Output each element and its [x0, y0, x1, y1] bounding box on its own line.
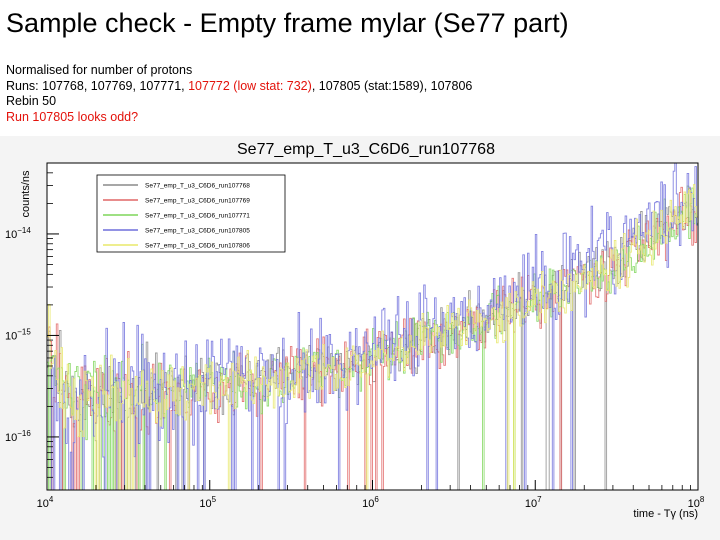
series-line-run107806 — [47, 184, 698, 491]
legend-entry-label: Se77_emp_T_u3_C6D6_run107769 — [145, 198, 250, 205]
legend-box — [96, 174, 286, 253]
runs-line: Runs: 107768, 107769, 107771, 107772 (lo… — [6, 79, 472, 95]
odd-run-note: Run 107805 looks odd? — [6, 109, 139, 124]
runs-suffix: , 107805 (stat:1589), 107806 — [311, 78, 473, 93]
x-axis-label: time - Tγ (ns) — [633, 508, 698, 520]
legend: Se77_emp_T_u3_C6D6_run107768 Se77_emp_T_u… — [96, 174, 286, 253]
plot-panel: Se77_emp_T_u3_C6D6_run107768 104 105 106 10… — [0, 136, 720, 540]
series-layer — [47, 162, 698, 491]
x-tick-label: 105 — [199, 495, 216, 510]
x-tick-label: 107 — [525, 495, 542, 510]
runs-prefix: Runs: 107768, 107769, 107771, — [6, 78, 189, 93]
y-tick-label: 10−16 — [5, 429, 31, 444]
legend-entry-label: Se77_emp_T_u3_C6D6_run107806 — [145, 243, 250, 250]
normalisation-note: Normalised for number of protons — [6, 63, 193, 77]
slide-notes: Normalised for number of protons Runs: 1… — [6, 63, 472, 125]
slide-title: Sample check - Empty frame mylar (Se77 p… — [6, 8, 569, 38]
rebin-note: Rebin 50 — [6, 94, 57, 108]
legend-entry-label: Se77_emp_T_u3_C6D6_run107771 — [145, 213, 250, 220]
x-tick-label: 106 — [362, 495, 379, 510]
y-tick-label: 10−15 — [5, 327, 31, 342]
runs-low-stat: 107772 (low stat: 732) — [188, 78, 312, 93]
chart-title: Se77_emp_T_u3_C6D6_run107768 — [237, 141, 495, 158]
x-tick-label: 104 — [37, 495, 54, 510]
legend-entry-label: Se77_emp_T_u3_C6D6_run107768 — [145, 183, 250, 190]
y-tick-label: 10−14 — [5, 226, 31, 241]
histogram-chart: Se77_emp_T_u3_C6D6_run107768 104 105 106 10… — [5, 141, 705, 520]
legend-entry-label: Se77_emp_T_u3_C6D6_run107805 — [145, 228, 250, 235]
series-line-run107805 — [47, 162, 698, 491]
y-axis-label: counts/ns — [20, 170, 32, 218]
